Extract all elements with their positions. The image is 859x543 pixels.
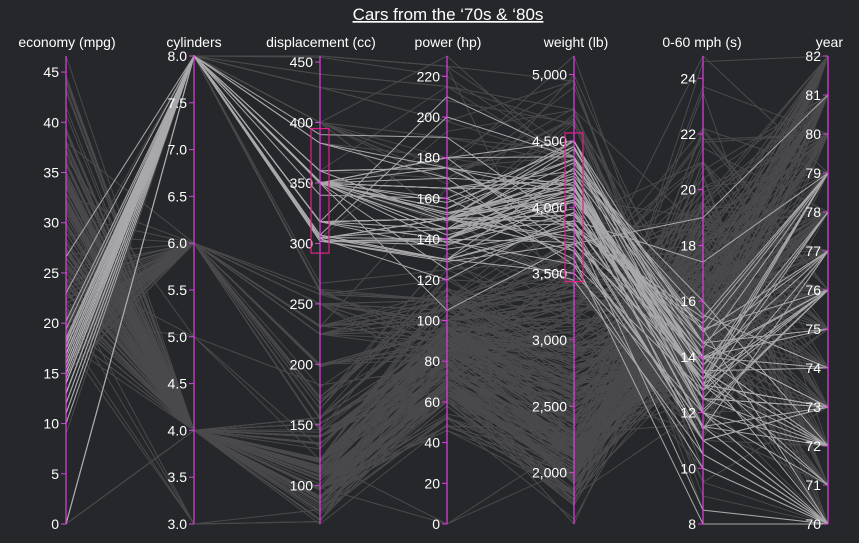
tick-label: 70 (805, 516, 821, 532)
axis-power: power (hp) 0 20 40 60 80 100 120 140 160 180 200 220 (415, 34, 482, 532)
tick-label: 24 (680, 70, 696, 86)
chart-title: Cars from the ‘70s & ‘80s (353, 5, 544, 24)
tick-label: 0 (432, 516, 440, 532)
tick-label: 80 (805, 126, 821, 142)
tick-label: 7.5 (168, 95, 188, 111)
axes: economy (mpg) 0 5 10 15 20 25 30 35 40 45 cylinders… (18, 34, 843, 532)
tick-label: 73 (805, 399, 821, 415)
tick-label: 60 (424, 394, 440, 410)
tick-label: 350 (290, 175, 314, 191)
tick-label: 10 (43, 416, 59, 432)
tick-label: 40 (424, 435, 440, 451)
axis-displacement: displacement (cc) 100 150 200 250 300 350 400 45… (266, 34, 376, 524)
tick-label: 300 (290, 235, 314, 251)
tick-label: 2,500 (532, 398, 567, 414)
tick-label: 71 (805, 477, 821, 493)
tick-label: 0 (51, 516, 59, 532)
tick-label: 25 (43, 265, 59, 281)
tick-label: 2,000 (532, 465, 567, 481)
tick-label: 140 (417, 231, 441, 247)
tick-label: 100 (290, 477, 314, 493)
tick-label: 3,000 (532, 332, 567, 348)
tick-label: 220 (417, 68, 441, 84)
tick-label: 14 (680, 349, 696, 365)
tick-label: 400 (290, 115, 314, 131)
tick-label: 40 (43, 114, 59, 130)
tick-label: 35 (43, 164, 59, 180)
tick-label: 3.5 (168, 469, 188, 485)
tick-label: 120 (417, 272, 441, 288)
tick-label: 15 (43, 365, 59, 381)
tick-label: 5 (51, 466, 59, 482)
tick-label: 6.0 (168, 235, 188, 251)
tick-label: 180 (417, 150, 441, 166)
axis-label-weight: weight (lb) (543, 34, 609, 50)
tick-label: 100 (417, 313, 441, 329)
tick-label: 30 (43, 215, 59, 231)
tick-label: 45 (43, 64, 59, 80)
tick-label: 75 (805, 321, 821, 337)
axis-label-displacement: displacement (cc) (266, 34, 376, 50)
axis-year: year 70 71 72 73 74 75 76 77 78 79 80 81 82 (805, 34, 843, 532)
tick-label: 7.0 (168, 142, 188, 158)
tick-label: 8 (688, 516, 696, 532)
tick-label: 4.0 (168, 422, 188, 438)
tick-label: 20 (43, 315, 59, 331)
tick-label: 450 (290, 54, 314, 70)
tick-label: 150 (290, 417, 314, 433)
tick-label: 200 (417, 109, 441, 125)
axis-label-power: power (hp) (415, 34, 482, 50)
tick-label: 79 (805, 165, 821, 181)
axis-economy: economy (mpg) 0 5 10 15 20 25 30 35 40 45 (18, 34, 115, 532)
tick-label: 160 (417, 190, 441, 206)
brush-weight[interactable] (564, 132, 584, 283)
tick-label: 82 (805, 48, 821, 64)
tick-label: 12 (680, 405, 696, 421)
tick-label: 18 (680, 237, 696, 253)
tick-label: 3,500 (532, 266, 567, 282)
tick-label: 5.5 (168, 282, 188, 298)
tick-label: 6.5 (168, 188, 188, 204)
axis-cylinders: cylinders 3.0 3.5 4.0 4.5 5.0 5.5 6.0 6.5 7.0 7.5 8… (166, 34, 221, 532)
tick-label: 10 (680, 460, 696, 476)
tick-label: 72 (805, 438, 821, 454)
tick-label: 16 (680, 293, 696, 309)
axis-label-cylinders: cylinders (166, 34, 221, 50)
tick-label: 76 (805, 282, 821, 298)
tick-label: 20 (680, 182, 696, 198)
tick-label: 78 (805, 204, 821, 220)
tick-label: 5.0 (168, 329, 188, 345)
tick-label: 4,500 (532, 133, 567, 149)
tick-label: 74 (805, 360, 821, 376)
axis-weight: weight (lb) 2,000 2,500 3,000 3,500 4,000 4,50… (532, 34, 608, 524)
axis-label-accel: 0-60 mph (s) (662, 34, 741, 50)
brush-displacement[interactable] (310, 127, 330, 254)
tick-label: 81 (805, 87, 821, 103)
tick-label: 20 (424, 475, 440, 491)
tick-label: 77 (805, 243, 821, 259)
tick-label: 22 (680, 126, 696, 142)
tick-label: 5,000 (532, 67, 567, 83)
tick-label: 4.5 (168, 376, 188, 392)
axis-label-year: year (816, 34, 844, 50)
axis-label-economy: economy (mpg) (18, 34, 115, 50)
tick-label: 3.0 (168, 516, 188, 532)
tick-label: 80 (424, 353, 440, 369)
tick-label: 4,000 (532, 199, 567, 215)
axis-accel: 0-60 mph (s) 8 10 12 14 16 18 20 22 24 (662, 34, 741, 532)
tick-label: 250 (290, 296, 314, 312)
tick-label: 8.0 (168, 48, 188, 64)
tick-label: 200 (290, 356, 314, 372)
